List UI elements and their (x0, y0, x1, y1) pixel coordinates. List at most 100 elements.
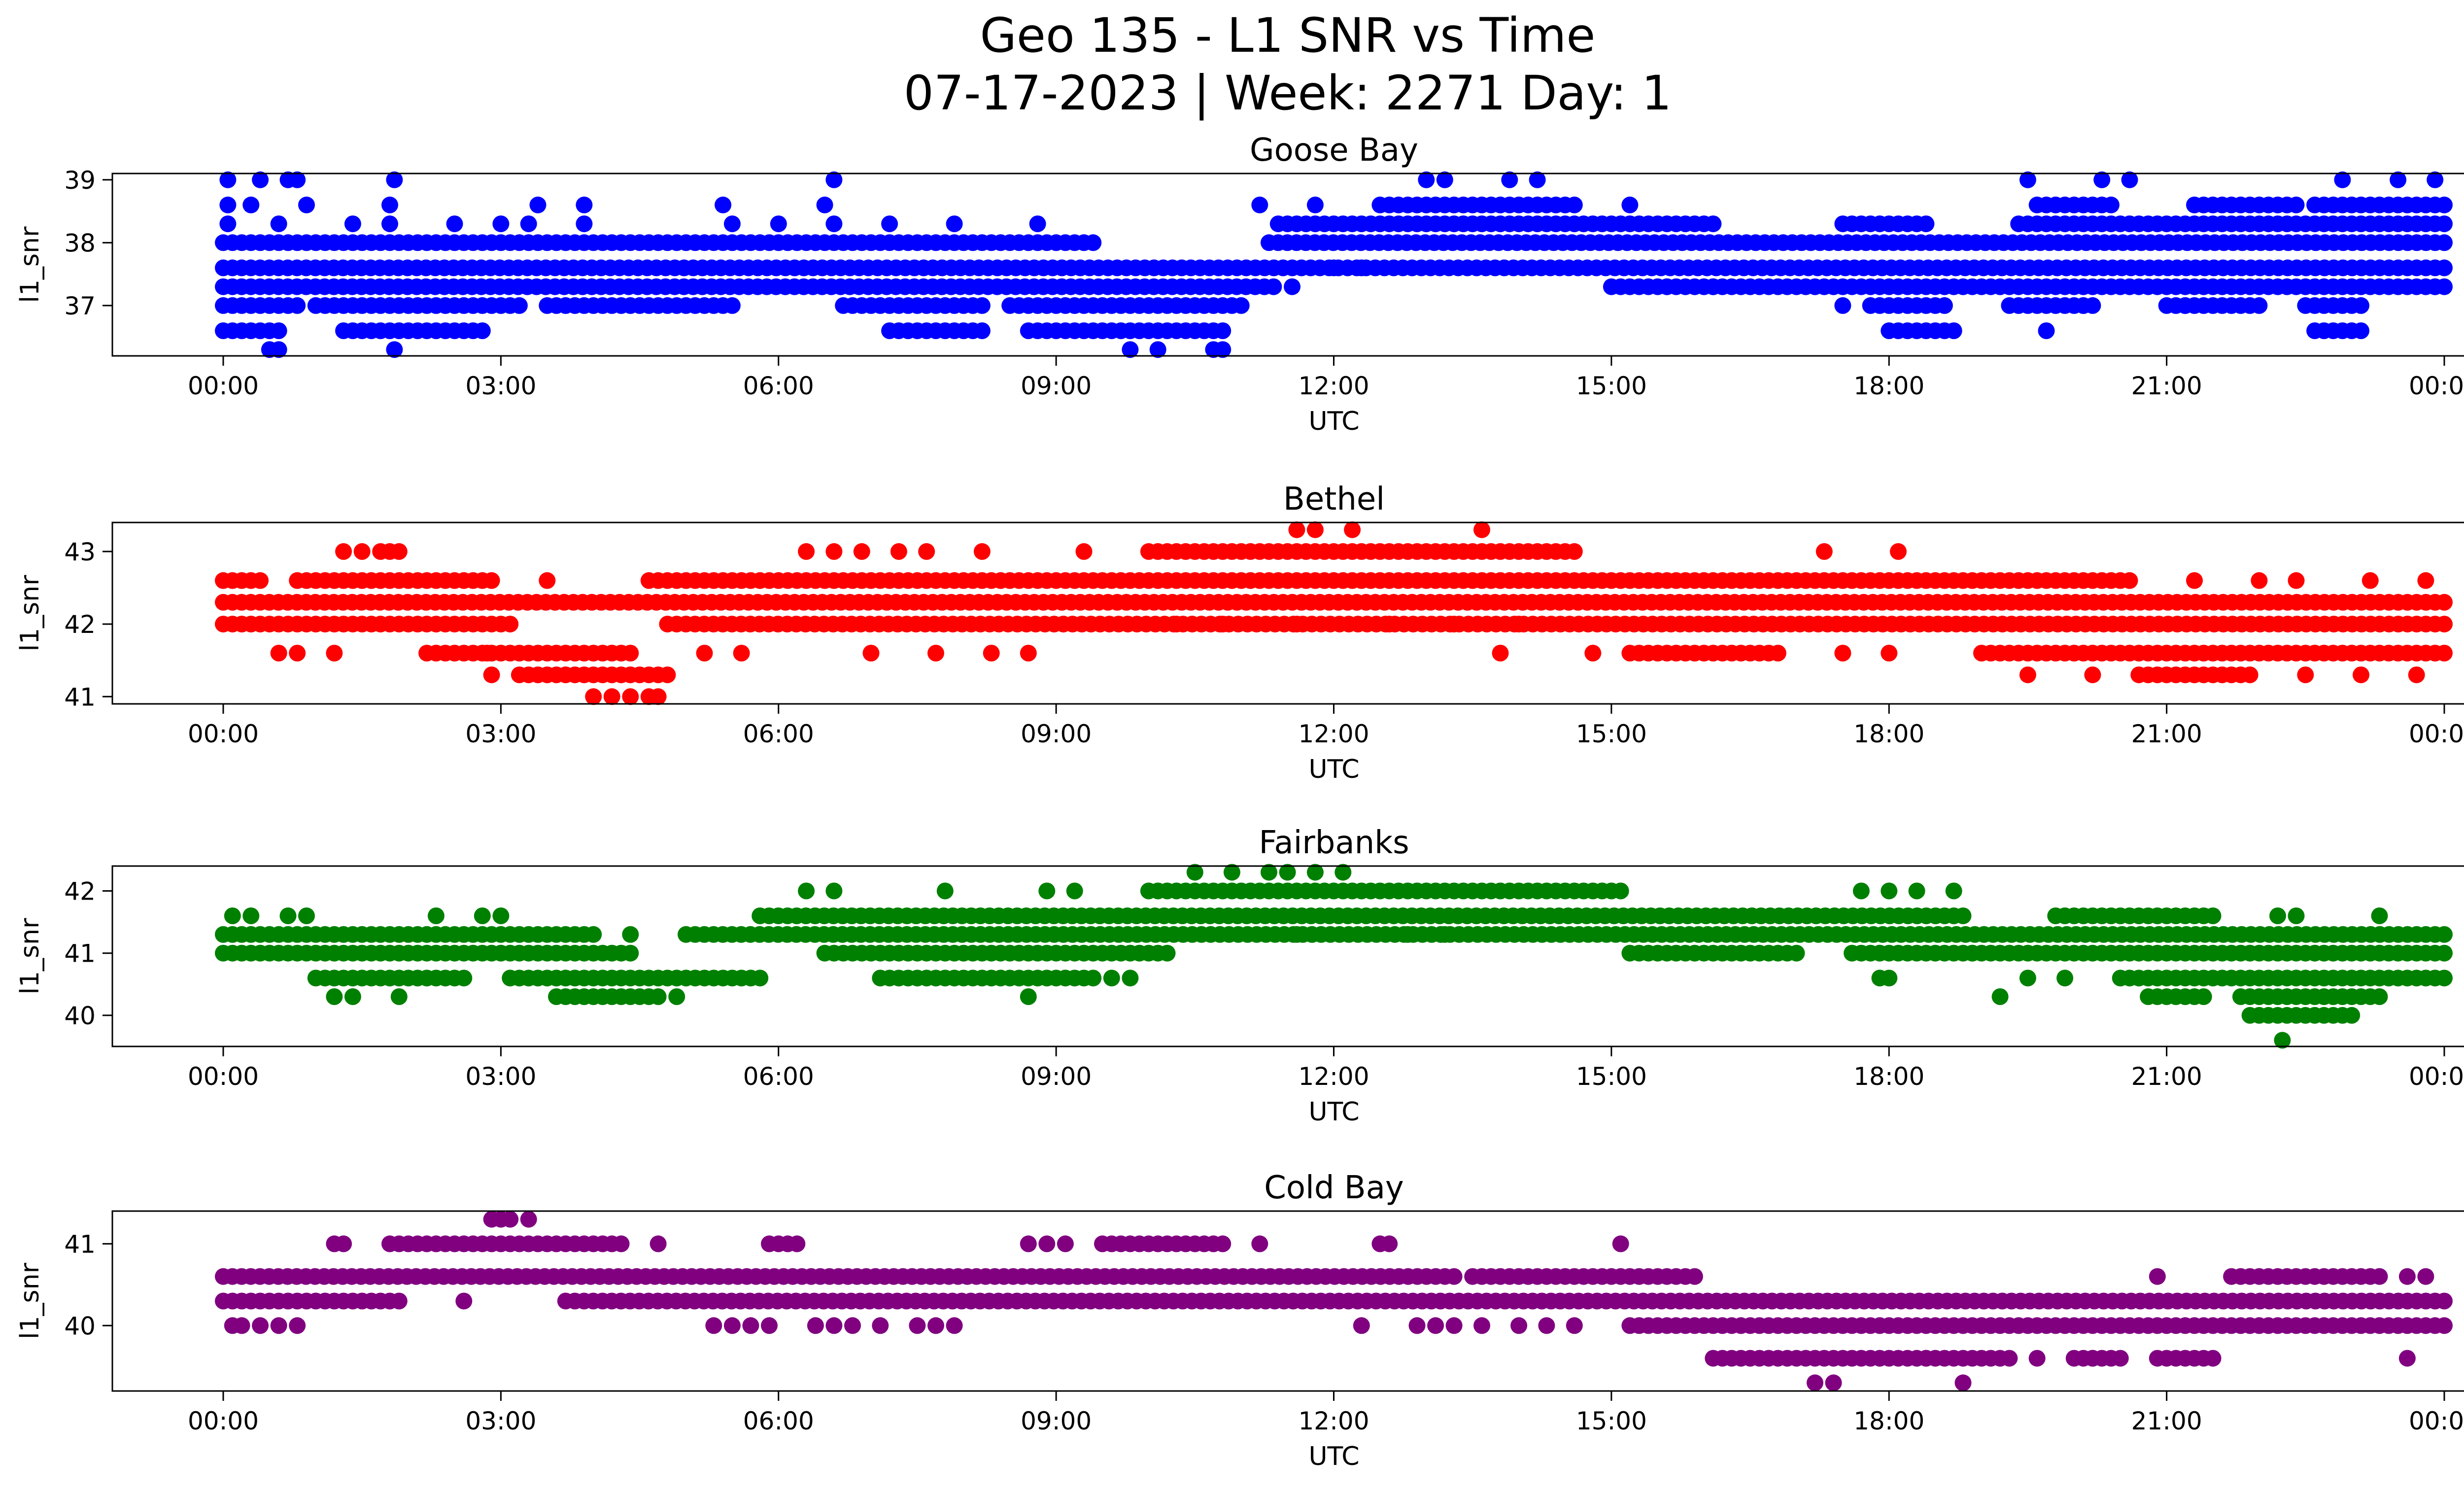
data-point (1473, 1317, 1490, 1334)
y-axis-label: l1_snr (15, 918, 45, 995)
data-point (1566, 543, 1583, 560)
data-point (576, 196, 593, 213)
data-point (1306, 521, 1324, 538)
y-tick-label: 40 (64, 1002, 96, 1030)
data-point (946, 215, 963, 233)
data-point (270, 341, 287, 358)
data-point (2390, 171, 2407, 188)
data-point (1066, 882, 1083, 900)
data-point (2427, 278, 2444, 295)
data-point (659, 666, 676, 684)
data-point (2241, 666, 2259, 684)
data-point (511, 666, 528, 684)
x-tick-label: 12:00 (1298, 720, 1369, 748)
data-point (1427, 1317, 1444, 1334)
data-point (1344, 521, 1361, 538)
x-tick-label: 21:00 (2131, 1407, 2202, 1435)
data-point (492, 215, 510, 233)
data-point (1705, 278, 1722, 295)
x-tick-label: 00:00 (2409, 1407, 2464, 1435)
y-tick-label: 42 (64, 610, 96, 639)
data-point (2436, 259, 2453, 277)
data-point (539, 572, 556, 589)
data-point (1214, 341, 1232, 358)
x-tick-label: 15:00 (1576, 1062, 1647, 1091)
data-point (270, 215, 287, 233)
data-point (798, 882, 815, 900)
data-point (1122, 970, 1139, 987)
data-point (576, 215, 593, 233)
subplot-title: Cold Bay (1264, 1170, 1404, 1206)
x-tick-label: 03:00 (465, 1062, 536, 1091)
data-point (2288, 572, 2305, 589)
data-point (2436, 215, 2453, 233)
data-point (770, 215, 787, 233)
data-point (219, 215, 237, 233)
data-point (1686, 1268, 1703, 1285)
data-point (298, 196, 315, 213)
data-point (650, 988, 667, 1005)
data-point (1335, 864, 1352, 881)
y-axis-label: l1_snr (15, 226, 45, 303)
data-point (825, 171, 843, 188)
data-point (752, 970, 769, 987)
data-point (1075, 543, 1093, 560)
y-tick-label: 41 (64, 1230, 96, 1258)
data-point (2149, 1350, 2166, 1367)
data-point (2427, 171, 2444, 188)
data-point (1852, 882, 1870, 900)
data-point (2334, 171, 2351, 188)
data-point (2028, 1350, 2046, 1367)
x-tick-label: 12:00 (1298, 1062, 1369, 1091)
data-point (479, 645, 496, 661)
data-point (2436, 196, 2453, 213)
data-point (252, 171, 269, 188)
x-tick-label: 00:00 (188, 720, 259, 748)
data-point (344, 988, 361, 1005)
data-point (742, 1317, 759, 1334)
data-points (215, 1211, 2453, 1391)
data-point (1917, 1350, 1935, 1367)
data-point (2001, 1350, 2018, 1367)
data-point (353, 543, 371, 560)
data-point (326, 988, 343, 1005)
x-tick-label: 18:00 (1853, 1062, 1924, 1091)
data-point (2149, 1268, 2166, 1285)
data-point (2204, 907, 2222, 924)
data-point (723, 1317, 741, 1334)
data-point (1529, 171, 1546, 188)
data-point (2436, 616, 2453, 633)
data-point (252, 1317, 269, 1334)
data-point (2353, 666, 2369, 684)
data-point (1612, 1235, 1629, 1252)
data-point (881, 215, 898, 233)
data-point (1492, 645, 1509, 661)
data-point (1103, 970, 1120, 987)
y-tick-label: 38 (64, 229, 96, 257)
data-point (1991, 988, 2009, 1005)
data-point (2398, 1268, 2416, 1285)
data-point (289, 171, 306, 188)
data-point (1732, 572, 1749, 589)
data-point (1251, 1235, 1268, 1252)
data-point (936, 882, 954, 900)
data-point (1538, 1317, 1555, 1334)
x-tick-label: 21:00 (2131, 720, 2202, 748)
data-point (2436, 944, 2453, 962)
data-point (1501, 171, 1518, 188)
data-point (1954, 907, 1972, 924)
data-point (603, 688, 620, 705)
data-point (1223, 864, 1240, 881)
data-point (1945, 322, 1962, 339)
data-point (2121, 171, 2138, 188)
x-tick-label: 15:00 (1576, 372, 1647, 400)
data-point (2353, 322, 2369, 339)
data-point (825, 1317, 843, 1334)
data-point (1566, 196, 1583, 213)
subplot-goose-bay: Goose Bay 00:00 03:00 06:00 09:00 12:00 15:00 1… (15, 132, 2464, 436)
data-point (1288, 616, 1305, 633)
data-point (1945, 882, 1962, 900)
data-point (585, 688, 602, 705)
y-tick-label: 37 (64, 292, 96, 320)
data-point (2398, 1350, 2416, 1367)
